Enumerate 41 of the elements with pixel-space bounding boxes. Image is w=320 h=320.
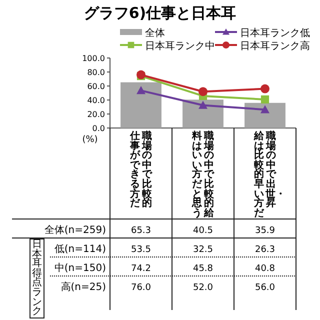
- bar: [120, 82, 162, 128]
- data-label: 40.5: [192, 226, 214, 236]
- category-label: 職場の中で出世・昇給は比較的早い方だ: [254, 131, 286, 219]
- data-label: 76.0: [130, 283, 152, 293]
- y-axis-title: (%): [82, 135, 98, 145]
- y-tick-label: 20.0: [87, 110, 105, 119]
- data-label: 65.3: [130, 226, 152, 236]
- data-label: 52.0: [192, 283, 214, 293]
- point: [260, 95, 270, 104]
- data-label: 56.0: [254, 283, 276, 293]
- y-tick-label: 80.0: [87, 68, 105, 77]
- chart-title: グラフ6)仕事と日本耳: [84, 4, 236, 22]
- data-label: 26.3: [254, 245, 276, 255]
- y-tick-label: 60.0: [87, 82, 105, 91]
- bar: [244, 102, 286, 128]
- text: 中(n=150): [54, 262, 106, 274]
- data-label: 74.2: [130, 264, 152, 274]
- legend-label: 日本耳ランク低: [240, 27, 310, 39]
- y-tick-label: 100.0: [82, 54, 105, 63]
- bar: [182, 100, 224, 128]
- legend-label: 日本耳ランク中: [145, 40, 215, 52]
- legend-label: 全体: [145, 27, 165, 39]
- text: 低(n=114): [54, 244, 106, 255]
- data-label: 53.5: [130, 245, 152, 255]
- data-label: 40.8: [254, 264, 276, 274]
- data-label: 32.5: [192, 245, 214, 255]
- point: [198, 100, 208, 109]
- point: [260, 105, 270, 114]
- text: 高(n=25): [60, 281, 106, 293]
- point: [136, 86, 146, 94]
- legend-label: 日本耳ランク高: [240, 40, 310, 52]
- y-tick-label: 40.0: [87, 96, 105, 105]
- y-tick-label: 0.0: [92, 124, 105, 133]
- text: 全体(n=259): [44, 224, 106, 236]
- point: [260, 84, 270, 94]
- data-label: 35.9: [254, 226, 276, 236]
- point: [198, 87, 208, 96]
- text: 日本耳得点ランク: [32, 239, 42, 320]
- data-label: 45.8: [192, 264, 214, 274]
- category-label: 職場の中で比較的仕事ができる方だ: [130, 131, 152, 210]
- category-label: 職場の中で比較的給料はいい方だと思う: [192, 131, 214, 219]
